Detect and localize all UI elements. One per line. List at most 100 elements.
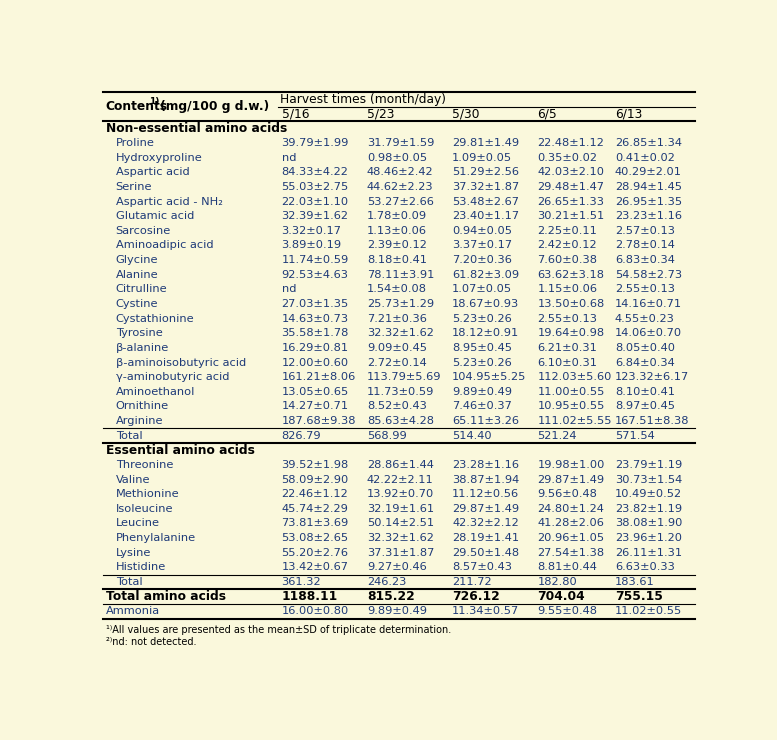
Text: 13.92±0.70: 13.92±0.70: [367, 489, 434, 500]
Text: Histidine: Histidine: [116, 562, 166, 572]
Text: nd: nd: [281, 284, 296, 295]
Text: 13.42±0.67: 13.42±0.67: [281, 562, 349, 572]
Text: Contents: Contents: [106, 100, 168, 113]
Text: 28.94±1.45: 28.94±1.45: [615, 182, 682, 192]
Text: 167.51±8.38: 167.51±8.38: [615, 416, 689, 426]
Text: Phenylalanine: Phenylalanine: [116, 533, 196, 543]
Text: 3.32±0.17: 3.32±0.17: [281, 226, 342, 236]
Text: 13.05±0.65: 13.05±0.65: [281, 387, 349, 397]
Text: 8.18±0.41: 8.18±0.41: [367, 255, 427, 265]
Text: 5/16: 5/16: [281, 107, 309, 121]
Text: 0.41±0.02: 0.41±0.02: [615, 152, 674, 163]
Text: Ornithine: Ornithine: [116, 401, 169, 411]
Text: 35.58±1.78: 35.58±1.78: [281, 329, 349, 338]
Text: Glutamic acid: Glutamic acid: [116, 211, 194, 221]
Text: 726.12: 726.12: [452, 590, 500, 603]
Text: 1.78±0.09: 1.78±0.09: [367, 211, 427, 221]
Text: 111.02±5.55: 111.02±5.55: [538, 416, 611, 426]
Text: 6.83±0.34: 6.83±0.34: [615, 255, 674, 265]
Text: 2.42±0.12: 2.42±0.12: [538, 240, 597, 251]
Text: 29.81±1.49: 29.81±1.49: [452, 138, 519, 148]
Text: 26.85±1.34: 26.85±1.34: [615, 138, 682, 148]
Text: 14.06±0.70: 14.06±0.70: [615, 329, 682, 338]
Text: Aminoadipic acid: Aminoadipic acid: [116, 240, 214, 251]
Text: 44.62±2.23: 44.62±2.23: [367, 182, 434, 192]
Text: 27.03±1.35: 27.03±1.35: [281, 299, 349, 309]
Text: 28.19±1.41: 28.19±1.41: [452, 533, 519, 543]
Text: Aminoethanol: Aminoethanol: [116, 387, 195, 397]
Text: 2.25±0.11: 2.25±0.11: [538, 226, 598, 236]
Text: 8.95±0.45: 8.95±0.45: [452, 343, 512, 353]
Text: 514.40: 514.40: [452, 431, 492, 441]
Text: 5/30: 5/30: [452, 107, 479, 121]
Text: 11.12±0.56: 11.12±0.56: [452, 489, 519, 500]
Text: Ammonia: Ammonia: [106, 606, 160, 616]
Text: 361.32: 361.32: [281, 577, 321, 587]
Text: 112.03±5.60: 112.03±5.60: [538, 372, 611, 382]
Text: 22.03±1.10: 22.03±1.10: [281, 197, 349, 206]
Text: β-alanine: β-alanine: [116, 343, 169, 353]
Text: 3.37±0.17: 3.37±0.17: [452, 240, 512, 251]
Text: 78.11±3.91: 78.11±3.91: [367, 270, 434, 280]
Text: 73.81±3.69: 73.81±3.69: [281, 519, 349, 528]
Text: Isoleucine: Isoleucine: [116, 504, 173, 514]
Text: 6.84±0.34: 6.84±0.34: [615, 357, 674, 368]
Text: 11.02±0.55: 11.02±0.55: [615, 606, 682, 616]
Text: 6/13: 6/13: [615, 107, 643, 121]
Text: (mg/100 g d.w.): (mg/100 g d.w.): [156, 100, 269, 113]
Text: 182.80: 182.80: [538, 577, 577, 587]
Text: Hydroxyproline: Hydroxyproline: [116, 152, 203, 163]
Text: Valine: Valine: [116, 474, 150, 485]
Text: 38.08±1.90: 38.08±1.90: [615, 519, 682, 528]
Text: Glycine: Glycine: [116, 255, 159, 265]
Text: 568.99: 568.99: [367, 431, 406, 441]
Text: 23.28±1.16: 23.28±1.16: [452, 460, 519, 470]
Text: 123.32±6.17: 123.32±6.17: [615, 372, 689, 382]
Text: β-aminoisobutyric acid: β-aminoisobutyric acid: [116, 357, 246, 368]
Text: 63.62±3.18: 63.62±3.18: [538, 270, 605, 280]
Text: 19.98±1.00: 19.98±1.00: [538, 460, 605, 470]
Text: 51.29±2.56: 51.29±2.56: [452, 167, 519, 178]
Text: 11.74±0.59: 11.74±0.59: [281, 255, 349, 265]
Text: 84.33±4.22: 84.33±4.22: [281, 167, 348, 178]
Text: 9.89±0.49: 9.89±0.49: [367, 606, 427, 616]
Text: 26.11±1.31: 26.11±1.31: [615, 548, 682, 558]
Text: 9.27±0.46: 9.27±0.46: [367, 562, 427, 572]
Text: 1.13±0.06: 1.13±0.06: [367, 226, 427, 236]
Text: 50.14±2.51: 50.14±2.51: [367, 519, 434, 528]
Text: 20.96±1.05: 20.96±1.05: [538, 533, 605, 543]
Text: Lysine: Lysine: [116, 548, 151, 558]
Text: 23.82±1.19: 23.82±1.19: [615, 504, 682, 514]
Text: 10.49±0.52: 10.49±0.52: [615, 489, 682, 500]
Text: ¹⁾All values are presented as the mean±SD of triplicate determination.: ¹⁾All values are presented as the mean±S…: [106, 625, 451, 635]
Text: 7.46±0.37: 7.46±0.37: [452, 401, 512, 411]
Text: 2.57±0.13: 2.57±0.13: [615, 226, 675, 236]
Text: 113.79±5.69: 113.79±5.69: [367, 372, 441, 382]
Text: 0.35±0.02: 0.35±0.02: [538, 152, 598, 163]
Text: 2.55±0.13: 2.55±0.13: [538, 314, 598, 323]
Text: 42.32±2.12: 42.32±2.12: [452, 519, 519, 528]
Text: 521.24: 521.24: [538, 431, 577, 441]
Text: Tyrosine: Tyrosine: [116, 329, 162, 338]
Text: 1.07±0.05: 1.07±0.05: [452, 284, 512, 295]
Text: 3.89±0.19: 3.89±0.19: [281, 240, 342, 251]
Text: 16.29±0.81: 16.29±0.81: [281, 343, 349, 353]
Text: 37.31±1.87: 37.31±1.87: [367, 548, 434, 558]
Text: Cystathionine: Cystathionine: [116, 314, 194, 323]
Text: 48.46±2.42: 48.46±2.42: [367, 167, 434, 178]
Text: 22.46±1.12: 22.46±1.12: [281, 489, 348, 500]
Text: 8.97±0.45: 8.97±0.45: [615, 401, 675, 411]
Text: 45.74±2.29: 45.74±2.29: [281, 504, 348, 514]
Text: 38.87±1.94: 38.87±1.94: [452, 474, 519, 485]
Text: 104.95±5.25: 104.95±5.25: [452, 372, 527, 382]
Text: 27.54±1.38: 27.54±1.38: [538, 548, 605, 558]
Text: 6.21±0.31: 6.21±0.31: [538, 343, 598, 353]
Text: 704.04: 704.04: [538, 590, 585, 603]
Text: 18.12±0.91: 18.12±0.91: [452, 329, 519, 338]
Text: Serine: Serine: [116, 182, 152, 192]
Text: 41.28±2.06: 41.28±2.06: [538, 519, 605, 528]
Text: 40.29±2.01: 40.29±2.01: [615, 167, 682, 178]
Text: 1): 1): [149, 97, 159, 106]
Text: 58.09±2.90: 58.09±2.90: [281, 474, 349, 485]
Text: 23.96±1.20: 23.96±1.20: [615, 533, 682, 543]
